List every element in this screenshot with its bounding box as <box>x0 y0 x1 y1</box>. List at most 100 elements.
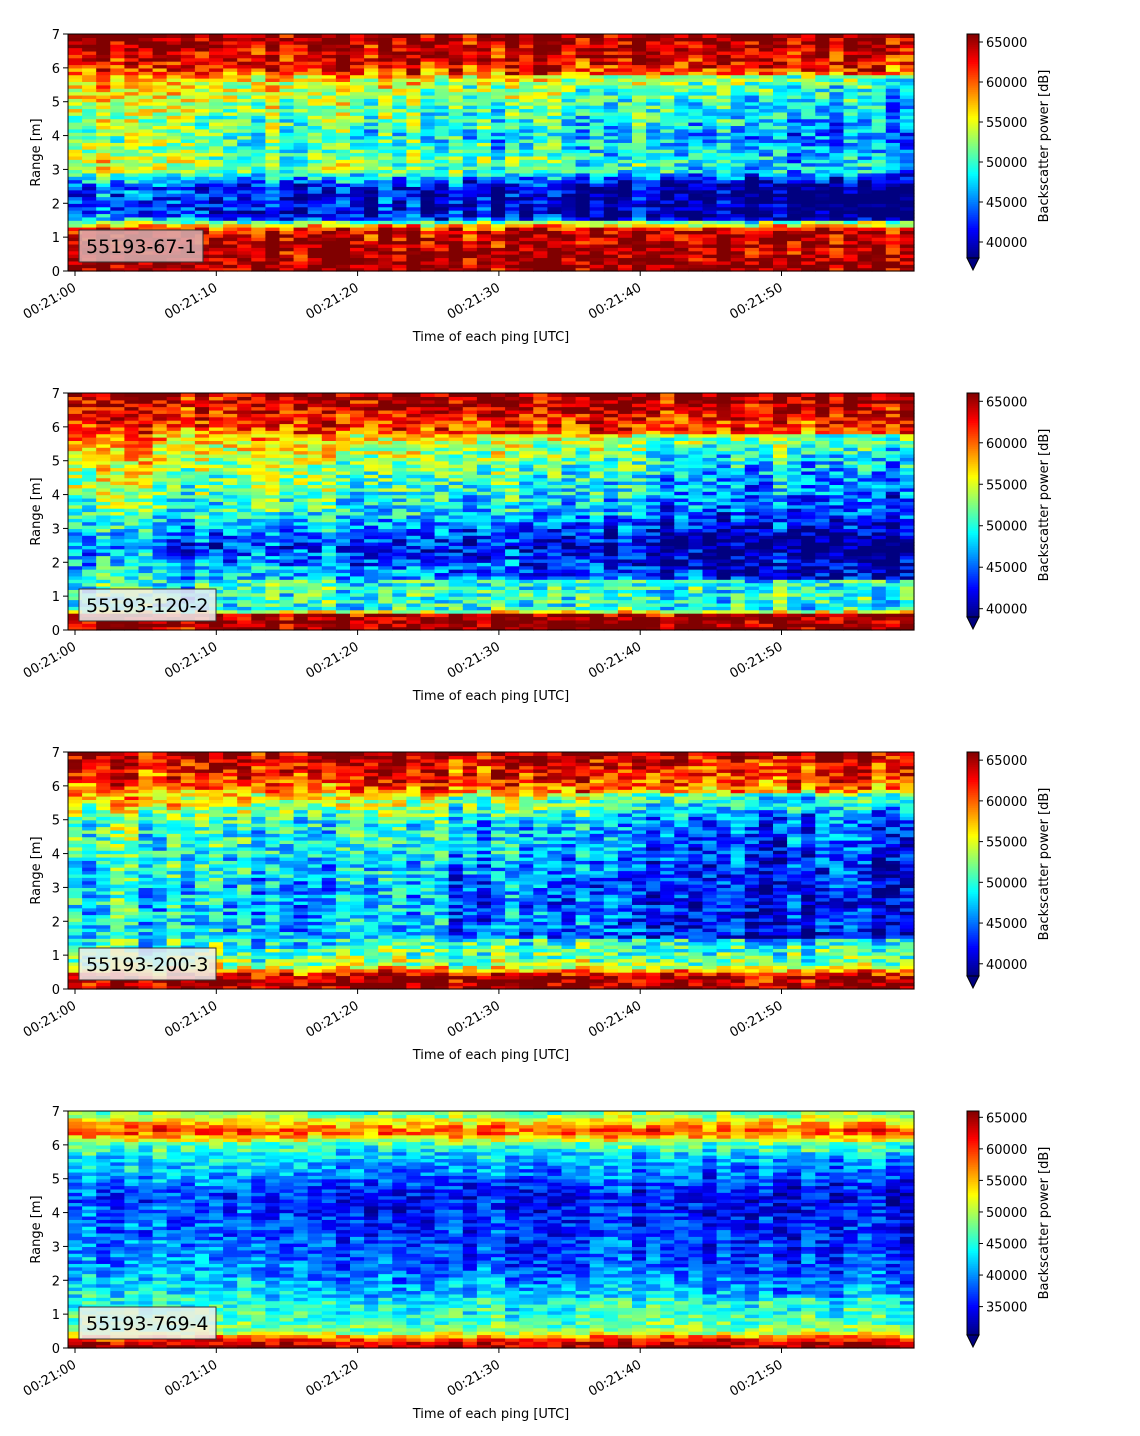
heatmap-cell <box>307 115 323 120</box>
heatmap-cell <box>152 108 168 113</box>
heatmap-cell <box>321 118 337 123</box>
heatmap-cell <box>237 145 252 150</box>
heatmap-cell <box>293 40 309 45</box>
heatmap-cell <box>364 145 379 150</box>
heatmap-cell <box>180 179 196 184</box>
heatmap-cell <box>378 226 393 231</box>
heatmap-cell <box>279 166 295 171</box>
heatmap-cell <box>279 67 295 72</box>
heatmap-cell <box>82 159 97 164</box>
heatmap-cell <box>350 78 365 82</box>
heatmap-cell <box>124 135 140 140</box>
heatmap-cell <box>223 210 238 215</box>
heatmap-cell <box>265 57 281 62</box>
heatmap-cell <box>378 108 393 113</box>
heatmap-cell <box>307 64 323 69</box>
heatmap-cell <box>279 220 295 225</box>
heatmap-cell <box>251 152 266 157</box>
heatmap-cell <box>194 57 210 62</box>
heatmap-cell <box>124 122 140 127</box>
heatmap-cell <box>166 47 182 52</box>
heatmap-cell <box>251 81 266 86</box>
heatmap-cell <box>166 74 182 79</box>
heatmap-cell <box>378 233 393 238</box>
heatmap-cell <box>307 216 323 221</box>
heatmap-cell <box>124 152 140 157</box>
heatmap-cell <box>321 264 337 269</box>
heatmap-cell <box>209 145 224 150</box>
heatmap-cell <box>293 118 309 123</box>
heatmap-cell <box>279 138 295 143</box>
heatmap-cell <box>237 88 252 93</box>
heatmap-cell <box>209 128 224 133</box>
heatmap-cell <box>152 166 168 171</box>
y-tick-label: 4 <box>52 130 60 145</box>
heatmap-cell <box>350 122 365 127</box>
heatmap-cell <box>688 34 704 38</box>
heatmap-cell <box>124 182 140 187</box>
heatmap-cell <box>209 237 224 242</box>
heatmap-cell <box>378 64 393 69</box>
x-axis-label: Time of each ping [UTC] <box>412 330 570 345</box>
heatmap-cell <box>251 216 266 221</box>
heatmap-cell <box>293 44 309 49</box>
heatmap-cell <box>293 223 309 228</box>
heatmap-cell <box>265 149 281 154</box>
heatmap-cell <box>138 206 154 211</box>
heatmap-cell <box>110 155 125 160</box>
heatmap-cell <box>279 172 295 177</box>
heatmap-cell <box>68 213 83 218</box>
heatmap-cell <box>237 155 252 160</box>
heatmap-cell <box>68 111 83 116</box>
heatmap-cell <box>124 111 140 116</box>
heatmap-cell <box>335 50 351 55</box>
heatmap-cell <box>194 132 210 137</box>
heatmap-cell <box>251 155 266 160</box>
heatmap-cell <box>223 34 238 38</box>
heatmap-cell <box>378 101 393 106</box>
heatmap-cell <box>68 37 83 42</box>
heatmap-cell <box>335 247 351 252</box>
heatmap-cell <box>307 247 323 252</box>
heatmap-cell <box>96 172 111 177</box>
heatmap-cell <box>166 264 182 269</box>
heatmap-cell <box>138 78 154 82</box>
heatmap-cell <box>265 81 281 86</box>
heatmap-cell <box>237 233 252 238</box>
heatmap-cell <box>82 210 97 215</box>
heatmap-cell <box>307 142 323 147</box>
heatmap-cell <box>110 159 125 164</box>
heatmap-cell <box>561 34 577 38</box>
heatmap-cell <box>138 213 154 218</box>
heatmap-cell <box>293 243 309 248</box>
heatmap-cell <box>307 237 323 242</box>
heatmap-cell <box>68 135 83 140</box>
heatmap-cell <box>110 91 125 96</box>
heatmap-cell <box>209 44 224 49</box>
heatmap-cell <box>350 132 365 137</box>
heatmap-cell <box>166 94 182 99</box>
heatmap-cell <box>138 34 154 38</box>
heatmap-cell <box>251 149 266 154</box>
heatmap-cell <box>335 128 351 133</box>
heatmap-cell <box>350 44 365 49</box>
heatmap-cell <box>335 135 351 140</box>
heatmap-cell <box>152 216 168 221</box>
heatmap-cell <box>293 203 309 208</box>
heatmap-cell <box>124 176 140 181</box>
heatmap-cell <box>307 243 323 248</box>
heatmap-cell <box>209 50 224 55</box>
heatmap-cell <box>124 145 140 150</box>
heatmap-cell <box>251 260 266 265</box>
heatmap-cell <box>265 199 281 204</box>
heatmap-cell <box>321 257 337 262</box>
heatmap-cell <box>82 199 97 204</box>
heatmap-cell <box>194 169 210 174</box>
heatmap-cell <box>237 142 252 147</box>
heatmap-cell <box>321 84 337 89</box>
heatmap-cell <box>110 206 125 211</box>
heatmap-cell <box>110 166 125 171</box>
heatmap-cell <box>124 81 140 86</box>
heatmap-cell <box>237 47 252 52</box>
heatmap-cell <box>279 159 295 164</box>
